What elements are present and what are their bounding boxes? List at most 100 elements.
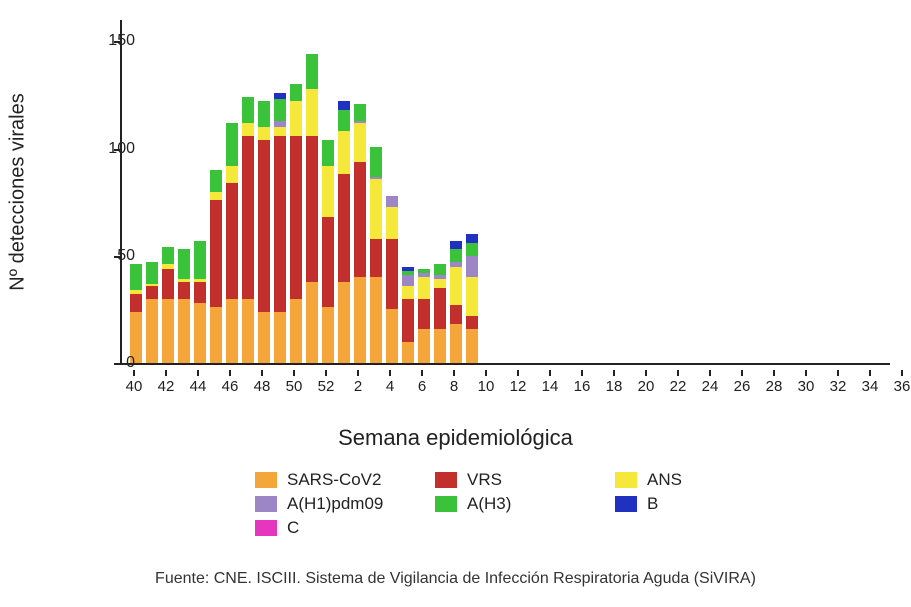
- bar-segment: [354, 162, 366, 278]
- bar-segment: [210, 200, 222, 307]
- bar-segment: [466, 234, 478, 243]
- x-tick-label: 26: [734, 378, 751, 395]
- bar-segment: [130, 264, 142, 290]
- bar-week-6: [418, 269, 430, 363]
- bar-segment: [338, 174, 350, 281]
- bar-segment: [178, 299, 190, 363]
- bar-segment: [338, 101, 350, 110]
- x-tick-label: 8: [450, 378, 458, 395]
- bar-segment: [402, 275, 414, 286]
- bar-segment: [226, 299, 238, 363]
- bar-segment: [258, 312, 270, 363]
- legend-swatch: [255, 520, 277, 536]
- bar-segment: [290, 299, 302, 363]
- x-tick-label: 18: [606, 378, 623, 395]
- bar-week-48: [258, 101, 270, 363]
- bar-segment: [434, 329, 446, 363]
- bar-segment: [386, 309, 398, 363]
- bar-segment: [338, 131, 350, 174]
- bar-week-41: [146, 262, 158, 363]
- bar-segment: [146, 262, 158, 283]
- bar-segment: [194, 241, 206, 280]
- bar-week-1: [338, 101, 350, 363]
- bar-week-44: [194, 241, 206, 363]
- bar-segment: [306, 89, 318, 136]
- bar-week-50: [290, 84, 302, 363]
- bar-segment: [226, 166, 238, 183]
- x-tick-label: 12: [510, 378, 527, 395]
- legend-label: A(H1)pdm09: [287, 494, 383, 514]
- bar-segment: [290, 136, 302, 299]
- bar-week-5: [402, 267, 414, 363]
- bar-segment: [258, 140, 270, 312]
- legend-label: SARS-CoV2: [287, 470, 381, 490]
- bar-segment: [370, 277, 382, 363]
- x-tick-label: 4: [386, 378, 394, 395]
- bar-segment: [354, 104, 366, 121]
- x-tick-label: 50: [286, 378, 303, 395]
- legend-label: ANS: [647, 470, 682, 490]
- bar-segment: [450, 241, 462, 250]
- bar-segment: [274, 127, 286, 136]
- bar-segment: [274, 99, 286, 120]
- legend-swatch: [615, 472, 637, 488]
- x-tick-label: 46: [222, 378, 239, 395]
- legend-swatch: [615, 496, 637, 512]
- x-tick-label: 28: [766, 378, 783, 395]
- bar-week-43: [178, 249, 190, 363]
- x-tick-label: 52: [318, 378, 335, 395]
- legend-item: SARS-CoV2: [255, 470, 435, 490]
- bar-week-49: [274, 93, 286, 363]
- bar-segment: [466, 329, 478, 363]
- x-tick-label: 36: [894, 378, 911, 395]
- x-axis-ticks: 4042444648505224681012141618202224262830…: [120, 370, 890, 410]
- bar-segment: [386, 239, 398, 310]
- x-tick-label: 16: [574, 378, 591, 395]
- bar-week-47: [242, 97, 254, 363]
- bar-segment: [306, 54, 318, 88]
- bar-segment: [242, 299, 254, 363]
- bar-segment: [466, 316, 478, 329]
- bar-segment: [242, 123, 254, 136]
- x-tick-label: 24: [702, 378, 719, 395]
- x-tick-label: 14: [542, 378, 559, 395]
- bar-segment: [370, 147, 382, 177]
- bar-segment: [434, 279, 446, 288]
- bar-week-40: [130, 264, 142, 363]
- legend: SARS-CoV2VRSANSA(H1)pdm09A(H3)BC: [255, 470, 795, 542]
- bar-segment: [354, 123, 366, 162]
- bar-segment: [338, 282, 350, 363]
- legend-label: C: [287, 518, 299, 538]
- bar-segment: [434, 288, 446, 329]
- legend-swatch: [435, 472, 457, 488]
- legend-item: A(H3): [435, 494, 615, 514]
- bar-segment: [242, 97, 254, 123]
- x-tick-label: 32: [830, 378, 847, 395]
- bar-segment: [386, 196, 398, 207]
- bar-segment: [418, 329, 430, 363]
- bar-segment: [466, 277, 478, 316]
- bar-segment: [450, 305, 462, 324]
- x-tick-label: 48: [254, 378, 271, 395]
- x-tick-label: 30: [798, 378, 815, 395]
- bar-segment: [322, 140, 334, 166]
- bar-week-45: [210, 170, 222, 363]
- bar-segment: [162, 299, 174, 363]
- x-tick-label: 34: [862, 378, 879, 395]
- y-axis-label: Nº detecciones virales: [7, 93, 30, 290]
- bar-segment: [146, 286, 158, 299]
- bar-week-3: [370, 147, 382, 363]
- bar-week-8: [450, 241, 462, 363]
- bar-segment: [162, 269, 174, 299]
- bar-segment: [402, 286, 414, 299]
- bar-segment: [194, 303, 206, 363]
- legend-item: VRS: [435, 470, 615, 490]
- legend-swatch: [435, 496, 457, 512]
- bar-segment: [418, 277, 430, 298]
- bar-segment: [402, 299, 414, 342]
- bar-segment: [322, 166, 334, 217]
- bar-week-52: [322, 140, 334, 363]
- bar-segment: [370, 179, 382, 239]
- bar-segment: [306, 136, 318, 282]
- bar-segment: [226, 123, 238, 166]
